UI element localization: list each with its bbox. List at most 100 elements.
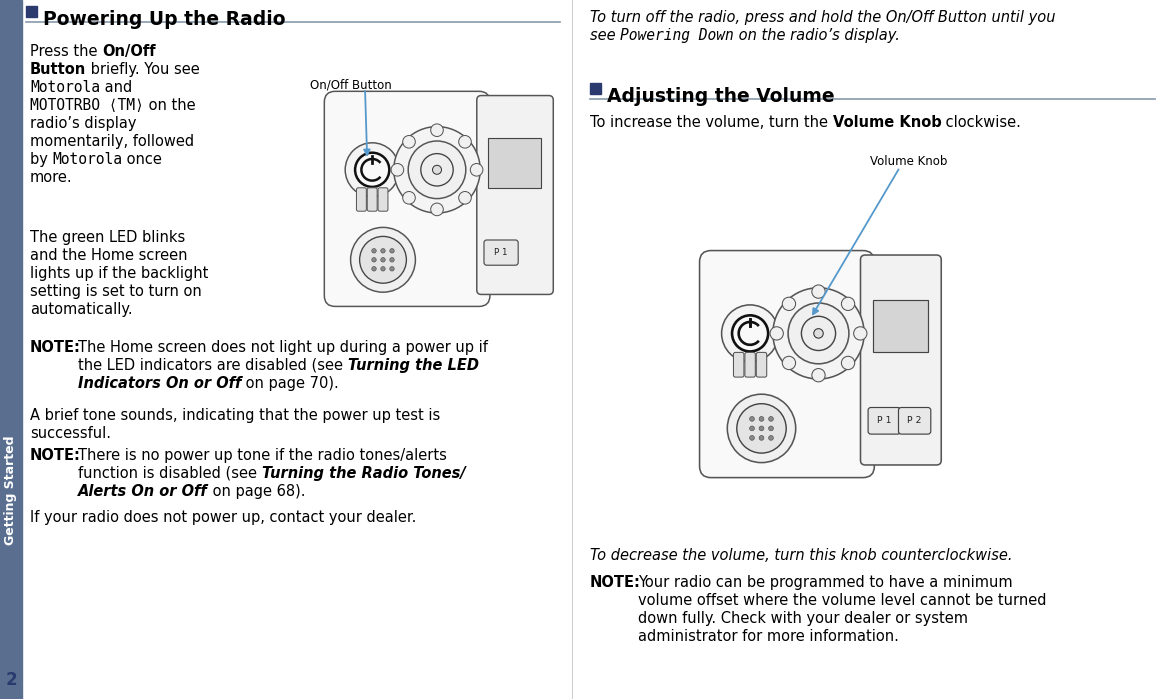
- Bar: [873, 300, 928, 352]
- Text: by: by: [30, 152, 52, 167]
- Circle shape: [768, 435, 773, 440]
- FancyBboxPatch shape: [860, 255, 942, 465]
- Text: administrator for more information.: administrator for more information.: [638, 629, 899, 644]
- Text: The green LED blinks: The green LED blinks: [30, 230, 185, 245]
- Text: To decrease the volume, turn this knob counterclockwise.: To decrease the volume, turn this knob c…: [590, 548, 1013, 563]
- Circle shape: [750, 417, 754, 421]
- Circle shape: [768, 426, 773, 431]
- Text: volume offset where the volume level cannot be turned: volume offset where the volume level can…: [638, 593, 1046, 608]
- Circle shape: [842, 297, 854, 310]
- Circle shape: [346, 143, 399, 197]
- Text: more.: more.: [30, 170, 72, 185]
- Text: setting is set to turn on: setting is set to turn on: [30, 284, 201, 299]
- Text: automatically.: automatically.: [30, 302, 133, 317]
- FancyBboxPatch shape: [899, 408, 931, 434]
- Circle shape: [409, 141, 466, 199]
- Circle shape: [381, 266, 385, 271]
- Text: function is disabled (see: function is disabled (see: [78, 466, 262, 481]
- Text: MOTOTRBO ⟨TM⟩: MOTOTRBO ⟨TM⟩: [30, 98, 143, 113]
- Text: 2: 2: [5, 671, 16, 689]
- Circle shape: [390, 257, 395, 262]
- Text: lights up if the backlight: lights up if the backlight: [30, 266, 208, 281]
- Text: and: and: [100, 80, 133, 95]
- Circle shape: [391, 164, 404, 176]
- Circle shape: [732, 315, 768, 352]
- Text: on the radio’s display.: on the radio’s display.: [734, 28, 900, 43]
- Text: on the: on the: [143, 98, 196, 113]
- FancyBboxPatch shape: [368, 188, 377, 211]
- Text: If your radio does not power up, contact your dealer.: If your radio does not power up, contact…: [30, 510, 417, 525]
- Text: To turn off the radio, press and hold the On/Off Button until you: To turn off the radio, press and hold th…: [590, 10, 1056, 25]
- Circle shape: [771, 326, 783, 340]
- Text: P 2: P 2: [908, 417, 922, 425]
- Text: Indicators On or Off: Indicators On or Off: [78, 376, 241, 391]
- Text: On/Off: On/Off: [102, 44, 156, 59]
- Circle shape: [381, 257, 385, 262]
- FancyBboxPatch shape: [757, 352, 767, 377]
- Text: on page 70).: on page 70).: [241, 376, 339, 391]
- Text: The Home screen does not light up during a power up if: The Home screen does not light up during…: [78, 340, 488, 355]
- Circle shape: [371, 249, 376, 253]
- Text: once: once: [122, 152, 162, 167]
- Circle shape: [842, 356, 854, 370]
- Text: down fully. Check with your dealer or system: down fully. Check with your dealer or sy…: [638, 611, 968, 626]
- Circle shape: [403, 192, 416, 204]
- Circle shape: [722, 305, 779, 362]
- Circle shape: [350, 227, 416, 292]
- Circle shape: [782, 356, 795, 370]
- Circle shape: [381, 249, 385, 253]
- FancyBboxPatch shape: [325, 92, 490, 306]
- FancyBboxPatch shape: [868, 408, 901, 434]
- Text: radio’s display: radio’s display: [30, 116, 136, 131]
- Text: Powering Down: Powering Down: [620, 28, 734, 43]
- FancyBboxPatch shape: [378, 188, 388, 211]
- Circle shape: [390, 266, 395, 271]
- Text: Motorola: Motorola: [52, 152, 122, 167]
- Circle shape: [390, 249, 395, 253]
- Circle shape: [421, 154, 453, 186]
- Circle shape: [371, 266, 376, 271]
- Circle shape: [750, 426, 754, 431]
- Circle shape: [759, 426, 764, 431]
- Circle shape: [360, 236, 406, 283]
- FancyBboxPatch shape: [356, 188, 367, 211]
- FancyBboxPatch shape: [484, 240, 518, 265]
- Text: On/Off Button: On/Off Button: [310, 78, 392, 91]
- Circle shape: [750, 435, 754, 440]
- Circle shape: [768, 417, 773, 421]
- Text: successful.: successful.: [30, 426, 111, 441]
- Text: Adjusting the Volume: Adjusting the Volume: [606, 87, 835, 106]
- Text: Turning the Radio Tones/: Turning the Radio Tones/: [262, 466, 466, 481]
- Circle shape: [431, 124, 443, 136]
- Text: Your radio can be programmed to have a minimum: Your radio can be programmed to have a m…: [638, 575, 1013, 590]
- Circle shape: [459, 192, 471, 204]
- Text: There is no power up tone if the radio tones/alerts: There is no power up tone if the radio t…: [78, 448, 447, 463]
- Circle shape: [433, 165, 441, 174]
- Circle shape: [788, 303, 849, 363]
- Circle shape: [737, 404, 786, 453]
- Text: P 1: P 1: [876, 417, 892, 425]
- Text: and the Home screen: and the Home screen: [30, 248, 187, 263]
- Text: P 1: P 1: [495, 248, 508, 257]
- FancyBboxPatch shape: [733, 352, 744, 377]
- Circle shape: [393, 127, 481, 213]
- Text: A brief tone sounds, indicating that the power up test is: A brief tone sounds, indicating that the…: [30, 408, 440, 423]
- Circle shape: [782, 297, 795, 310]
- Bar: [590, 83, 601, 94]
- Text: Alerts On or Off: Alerts On or Off: [78, 484, 207, 499]
- Circle shape: [371, 257, 376, 262]
- Text: the LED indicators are disabled (see: the LED indicators are disabled (see: [78, 358, 348, 373]
- Bar: [489, 138, 541, 188]
- Circle shape: [459, 136, 471, 148]
- Text: Powering Up the Radio: Powering Up the Radio: [43, 10, 285, 29]
- Text: NOTE:: NOTE:: [30, 448, 80, 463]
- Circle shape: [801, 317, 836, 350]
- Circle shape: [470, 164, 483, 176]
- Circle shape: [355, 152, 389, 187]
- Text: Press the: Press the: [30, 44, 102, 59]
- Circle shape: [759, 435, 764, 440]
- Circle shape: [728, 394, 796, 463]
- Circle shape: [403, 136, 416, 148]
- Circle shape: [773, 288, 864, 379]
- Circle shape: [759, 417, 764, 421]
